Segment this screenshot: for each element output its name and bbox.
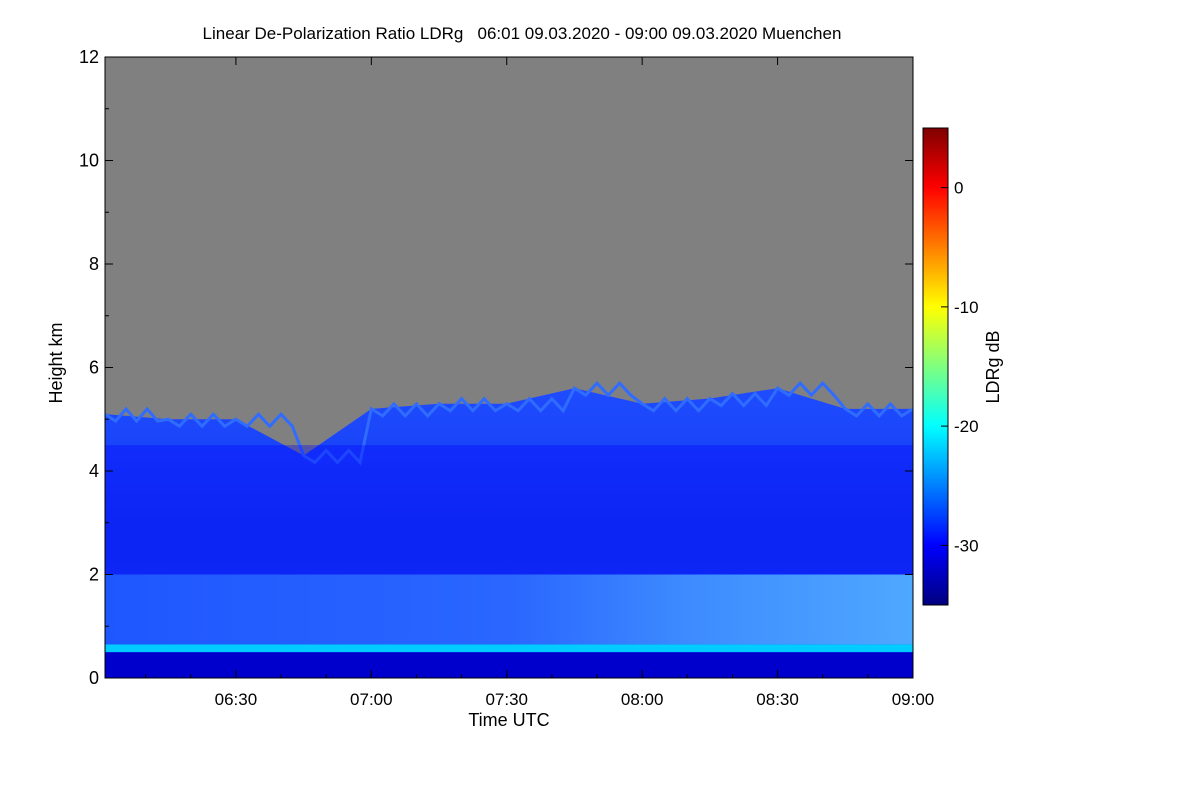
cloud-top-edge [105,381,913,466]
y-tick-label: 12 [79,47,99,67]
colorbar-tick-label: -30 [954,536,979,555]
x-axis-label: Time UTC [468,710,549,730]
colorbar: 0 -10 -20 -30 LDRg dB [922,127,1003,606]
colorbar-tick-label: -20 [954,417,979,436]
colorbar-label: LDRg dB [983,330,1003,403]
layer-lower-layer [105,574,913,645]
plot-area [105,57,913,678]
x-tick-label: 09:00 [892,690,935,709]
colorbar-tick-label: -10 [954,298,979,317]
colorbar-scale [922,127,949,606]
y-axis: 0 2 4 6 8 10 12 [79,47,913,688]
x-tick-label: 07:00 [350,690,393,709]
layer-bright-band [105,644,913,653]
x-tick-label: 06:30 [215,690,258,709]
y-tick-label: 8 [89,254,99,274]
layer-mid-layer [105,445,913,575]
x-axis: 06:30 07:00 07:30 08:00 08:30 09:00 [145,57,935,709]
y-tick-label: 0 [89,668,99,688]
y-tick-label: 4 [89,461,99,481]
x-tick-label: 08:00 [621,690,664,709]
y-tick-label: 6 [89,358,99,378]
chart-title: Linear De-Polarization Ratio LDRg 06:01 … [203,24,842,43]
layer-surface-layer [105,652,913,678]
y-tick-label: 2 [89,565,99,585]
x-tick-label: 07:30 [485,690,528,709]
x-tick-label: 08:30 [756,690,799,709]
y-axis-label: Height km [46,322,66,403]
y-tick-label: 10 [79,151,99,171]
colorbar-tick-label: 0 [954,179,963,198]
